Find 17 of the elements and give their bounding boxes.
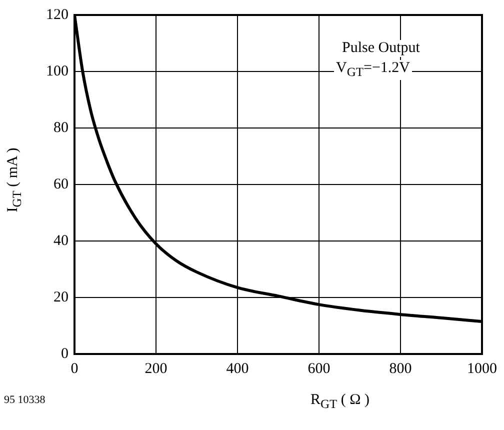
y-tick-label: 0 (61, 346, 68, 362)
x-axis-title: R$_{GT}$ ( Ω ) (309, 392, 371, 412)
x-tick-label: 200 (144, 360, 168, 377)
y-tick-label: 60 (54, 176, 68, 192)
x-tick-label: 400 (226, 360, 249, 377)
y-tick-label: 100 (46, 63, 68, 80)
y-tick-label: 40 (54, 232, 68, 249)
x-tick-label: 1000 (467, 360, 497, 377)
x-tick-label: 800 (389, 360, 412, 377)
x-tick-label: 0 (70, 360, 78, 377)
y-tick-label: 20 (54, 289, 68, 306)
x-tick-label: 600 (308, 360, 330, 377)
annotation: V$_{GT}$=−1.2V (334, 60, 412, 80)
y-tick-label: 120 (46, 6, 68, 23)
annotation: Pulse Output (340, 40, 422, 57)
text: 95 10338 (4, 394, 46, 406)
y-tick-label: 80 (54, 120, 68, 136)
